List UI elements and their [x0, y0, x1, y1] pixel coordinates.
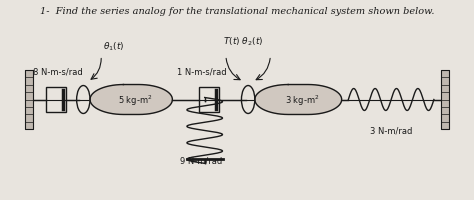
Text: 1-  Find the series analog for the translational mechanical system shown below.: 1- Find the series analog for the transl… [40, 7, 434, 16]
Text: 9 N-m/rad: 9 N-m/rad [180, 156, 222, 165]
Text: 3 kg-m$^2$: 3 kg-m$^2$ [285, 93, 320, 107]
Polygon shape [255, 85, 342, 115]
Bar [199, 87, 219, 113]
Bar [440, 70, 448, 130]
Text: $\theta_1(t)$: $\theta_1(t)$ [103, 40, 125, 52]
Text: 8 N-m-s/rad: 8 N-m-s/rad [34, 67, 83, 76]
Polygon shape [90, 85, 173, 115]
Text: 5 kg-m$^2$: 5 kg-m$^2$ [118, 93, 153, 107]
Text: $T(t)\ \theta_2(t)$: $T(t)\ \theta_2(t)$ [223, 35, 264, 47]
Text: 1 N-m-s/rad: 1 N-m-s/rad [177, 67, 227, 76]
Text: 3 N-m/rad: 3 N-m/rad [370, 126, 412, 135]
Bar [46, 87, 66, 113]
Bar [26, 70, 34, 130]
